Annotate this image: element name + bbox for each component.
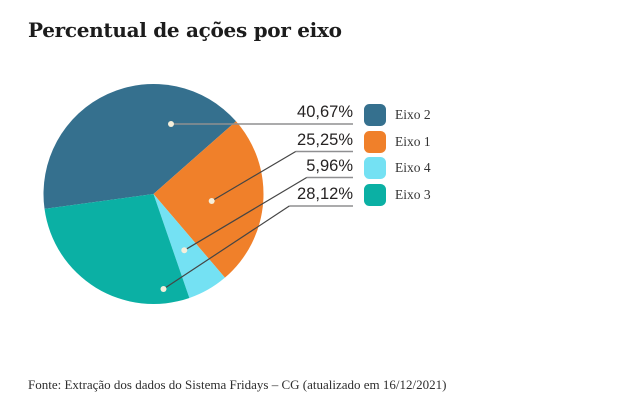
value-label-eixo-4: 5,96% — [306, 156, 353, 175]
legend-swatch-eixo-1 — [364, 130, 386, 153]
legend-label: Eixo 3 — [395, 186, 431, 202]
value-label-eixo-1: 25,25% — [297, 130, 353, 149]
legend-item-eixo-3[interactable]: Eixo 3 — [364, 183, 431, 206]
legend-label: Eixo 4 — [395, 160, 431, 175]
legend-item-eixo-1[interactable]: Eixo 1 — [364, 130, 431, 153]
callout-dot-eixo-3 — [160, 286, 167, 292]
callout-dot-eixo-1 — [208, 198, 215, 204]
callout-dot-eixo-2 — [168, 121, 174, 127]
legend-swatch-eixo-2 — [364, 104, 386, 126]
leader-line-eixo-4 — [183, 176, 308, 251]
source-note: Fonte: Extração dos dados do Sistema Fri… — [28, 377, 447, 392]
chart-title: Percentual de ações por eixo — [28, 18, 342, 42]
leader-line-eixo-3 — [163, 205, 290, 290]
callout-dot-eixo-4 — [181, 247, 188, 254]
legend-swatch-eixo-3 — [364, 183, 386, 206]
pie-slice-eixo-2[interactable] — [43, 83, 237, 209]
pie-slice-eixo-1[interactable] — [153, 121, 264, 278]
legend-label: Eixo 2 — [395, 107, 431, 122]
legend: Eixo 2 Eixo 1 Eixo 4 Eixo 3 — [364, 104, 431, 210]
pie-slice-eixo-4[interactable] — [153, 194, 225, 298]
legend-item-eixo-2[interactable]: Eixo 2 — [364, 104, 431, 126]
legend-item-eixo-4[interactable]: Eixo 4 — [364, 157, 431, 179]
legend-label: Eixo 1 — [395, 133, 431, 149]
legend-swatch-eixo-4 — [364, 157, 386, 179]
value-label-eixo-3: 28,12% — [297, 185, 353, 203]
pie-slice-eixo-3[interactable] — [44, 194, 190, 305]
leader-line-eixo-1 — [211, 150, 297, 202]
value-label-eixo-2: 40,67% — [297, 103, 353, 121]
